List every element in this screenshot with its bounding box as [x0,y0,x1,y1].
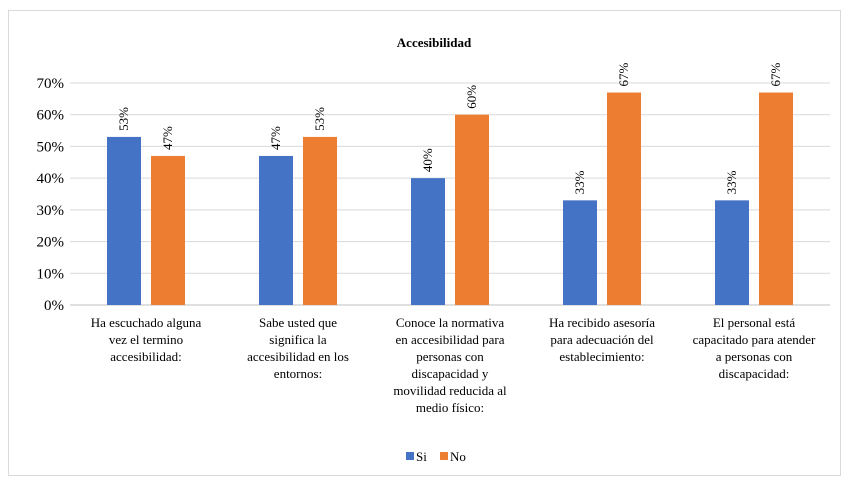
x-tick-label-line: accesibilidad: [110,349,181,364]
y-tick-label: 50% [37,139,65,155]
y-axis-ticks: 0% 10% 20% 30% 40% 50% 60% 70% [37,76,65,314]
gridlines [70,82,830,306]
data-label: 33% [572,170,587,194]
x-tick-label-line: establecimiento: [559,349,644,364]
chart-title: Accesibilidad [397,35,472,50]
x-tick-label-line: entornos: [274,366,322,381]
bar-no [151,155,185,305]
x-tick-label-line: en accesibilidad para [396,332,505,347]
x-tick-label-line: capacitado para atender [693,332,816,347]
x-tick-label-line: medio físico: [416,400,484,415]
x-tick-label-line: Ha recibido asesoría [549,315,655,330]
x-tick-label: Ha recibido asesoría para adecuación del e… [549,315,655,364]
bar-no [303,136,337,305]
data-label: 53% [116,107,131,131]
x-tick-label-line: personas con [416,349,484,364]
bar-si [107,136,141,305]
x-tick-label-line: discapacidad: [719,366,790,381]
x-tick-label-line: Ha escuchado alguna [91,315,202,330]
x-tick-label-line: para adecuación del [550,332,654,347]
x-tick-label: Conoce la normativa en accesibilidad para… [393,315,507,415]
data-label: 33% [724,170,739,194]
x-tick-label-line: Sabe usted que [259,315,337,330]
y-tick-label: 40% [37,171,65,187]
data-labels: 53% 47% 47% 53% 40% 60% 33% 67% 33% 67% [116,63,783,195]
x-tick-label-line: significa la [269,332,327,347]
bar-no [455,114,489,305]
x-tick-label-line: El personal está [713,315,796,330]
y-tick-label: 30% [37,203,65,219]
y-tick-label: 0% [44,298,64,314]
x-tick-label-line: discapacidad y [412,366,489,381]
bar-si [411,178,445,305]
bars [107,92,793,305]
legend-label-si: Si [416,449,427,464]
x-tick-label: Ha escuchado alguna vez el termino accesib… [91,315,202,364]
x-axis-labels: Ha escuchado alguna vez el termino accesib… [91,315,816,415]
x-tick-label-line: a personas con [716,349,793,364]
y-tick-label: 10% [37,266,65,282]
data-label: 47% [268,126,283,150]
bar-si [259,155,293,305]
data-label: 40% [420,148,435,172]
data-label: 47% [160,126,175,150]
x-tick-label: El personal está capacitado para atender a… [693,315,816,381]
y-tick-label: 60% [37,108,65,124]
y-tick-label: 70% [37,76,65,92]
x-tick-label: Sabe usted que significa la accesibilidad … [247,315,349,381]
legend-label-no: No [450,449,466,464]
bar-no [759,92,793,305]
legend: Si No [406,449,466,464]
bar-si [563,200,597,305]
bar-si [715,200,749,305]
legend-swatch-no [440,452,448,460]
x-tick-label-line: accesibilidad en los [247,349,349,364]
x-tick-label-line: movilidad reducida al [393,383,507,398]
y-tick-label: 20% [37,235,65,251]
data-label: 67% [616,63,631,87]
legend-swatch-si [406,452,414,460]
bar-no [607,92,641,305]
data-label: 60% [464,85,479,109]
data-label: 53% [312,107,327,131]
x-tick-label-line: vez el termino [109,332,183,347]
x-tick-label-line: Conoce la normativa [396,315,505,330]
data-label: 67% [768,63,783,87]
